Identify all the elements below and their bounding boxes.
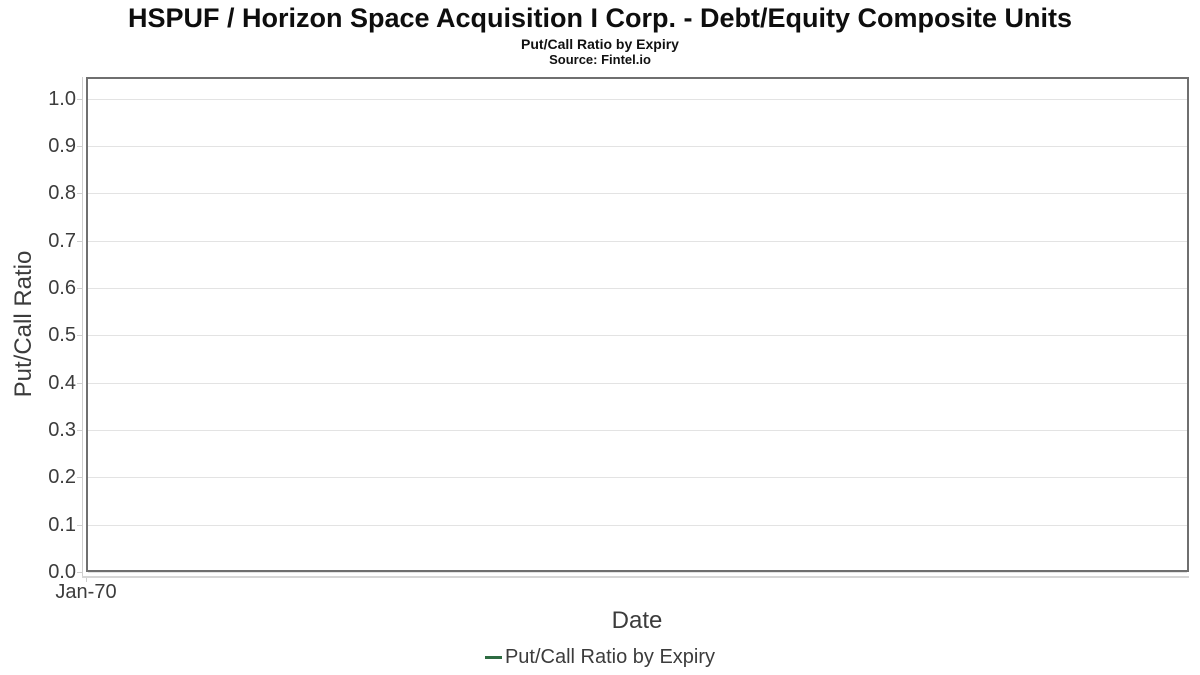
y-tick-label: 0.4 <box>48 371 76 394</box>
y-tick-label: 0.6 <box>48 277 76 300</box>
y-axis-line <box>82 77 83 577</box>
chart-title: HSPUF / Horizon Space Acquisition I Corp… <box>127 3 1073 33</box>
y-tick-mark <box>77 146 82 148</box>
y-tick-label: 0.0 <box>48 561 76 583</box>
chart-subtitle: Put/Call Ratio by Expiry <box>521 36 679 52</box>
gridline-y-0.5 <box>88 335 1187 337</box>
gridline-y-0.1 <box>88 524 1187 526</box>
y-tick-label: 0.5 <box>48 324 76 347</box>
gridline-y-0.7 <box>88 240 1187 242</box>
y-tick-mark <box>77 98 82 100</box>
y-tick-label: 0.2 <box>48 466 76 489</box>
y-tick-mark <box>77 240 82 242</box>
gridline-y-1.0 <box>88 98 1187 100</box>
y-tick-mark <box>77 524 82 526</box>
y-tick-mark <box>77 193 82 195</box>
gridline-y-0.4 <box>88 382 1187 384</box>
x-axis-line <box>82 576 1189 578</box>
legend-item-putcall-ratio[interactable]: Put/Call Ratio by Expiry <box>484 645 716 669</box>
plot-area <box>86 77 1189 572</box>
x-tick-mark <box>86 578 87 582</box>
gridline-y-0.8 <box>88 193 1187 195</box>
y-tick-label: 0.3 <box>48 419 76 442</box>
y-tick-mark <box>77 477 82 479</box>
gridline-y-0.2 <box>88 477 1187 479</box>
gridline-y-0.0 <box>88 572 1187 573</box>
gridline-y-0.3 <box>88 430 1187 432</box>
y-tick-mark <box>77 430 82 432</box>
y-tick-label: 0.7 <box>48 229 76 252</box>
x-axis-title: Date <box>611 607 663 634</box>
x-tick-label: Jan-70 <box>55 581 117 603</box>
legend-line-swatch <box>484 655 502 659</box>
gridline-y-0.6 <box>88 288 1187 290</box>
chart-source: Source: Fintel.io <box>549 52 651 67</box>
legend: Put/Call Ratio by Expiry <box>0 644 1200 670</box>
y-tick-label: 0.1 <box>48 513 76 536</box>
y-tick-mark <box>77 572 82 573</box>
y-tick-mark <box>77 288 82 290</box>
y-tick-label: 0.9 <box>48 135 76 158</box>
y-tick-mark <box>77 382 82 384</box>
y-tick-mark <box>77 335 82 337</box>
legend-label: Put/Call Ratio by Expiry <box>504 645 716 668</box>
y-tick-label: 0.8 <box>48 182 76 205</box>
y-tick-label: 1.0 <box>48 87 76 110</box>
gridline-y-0.9 <box>88 146 1187 148</box>
